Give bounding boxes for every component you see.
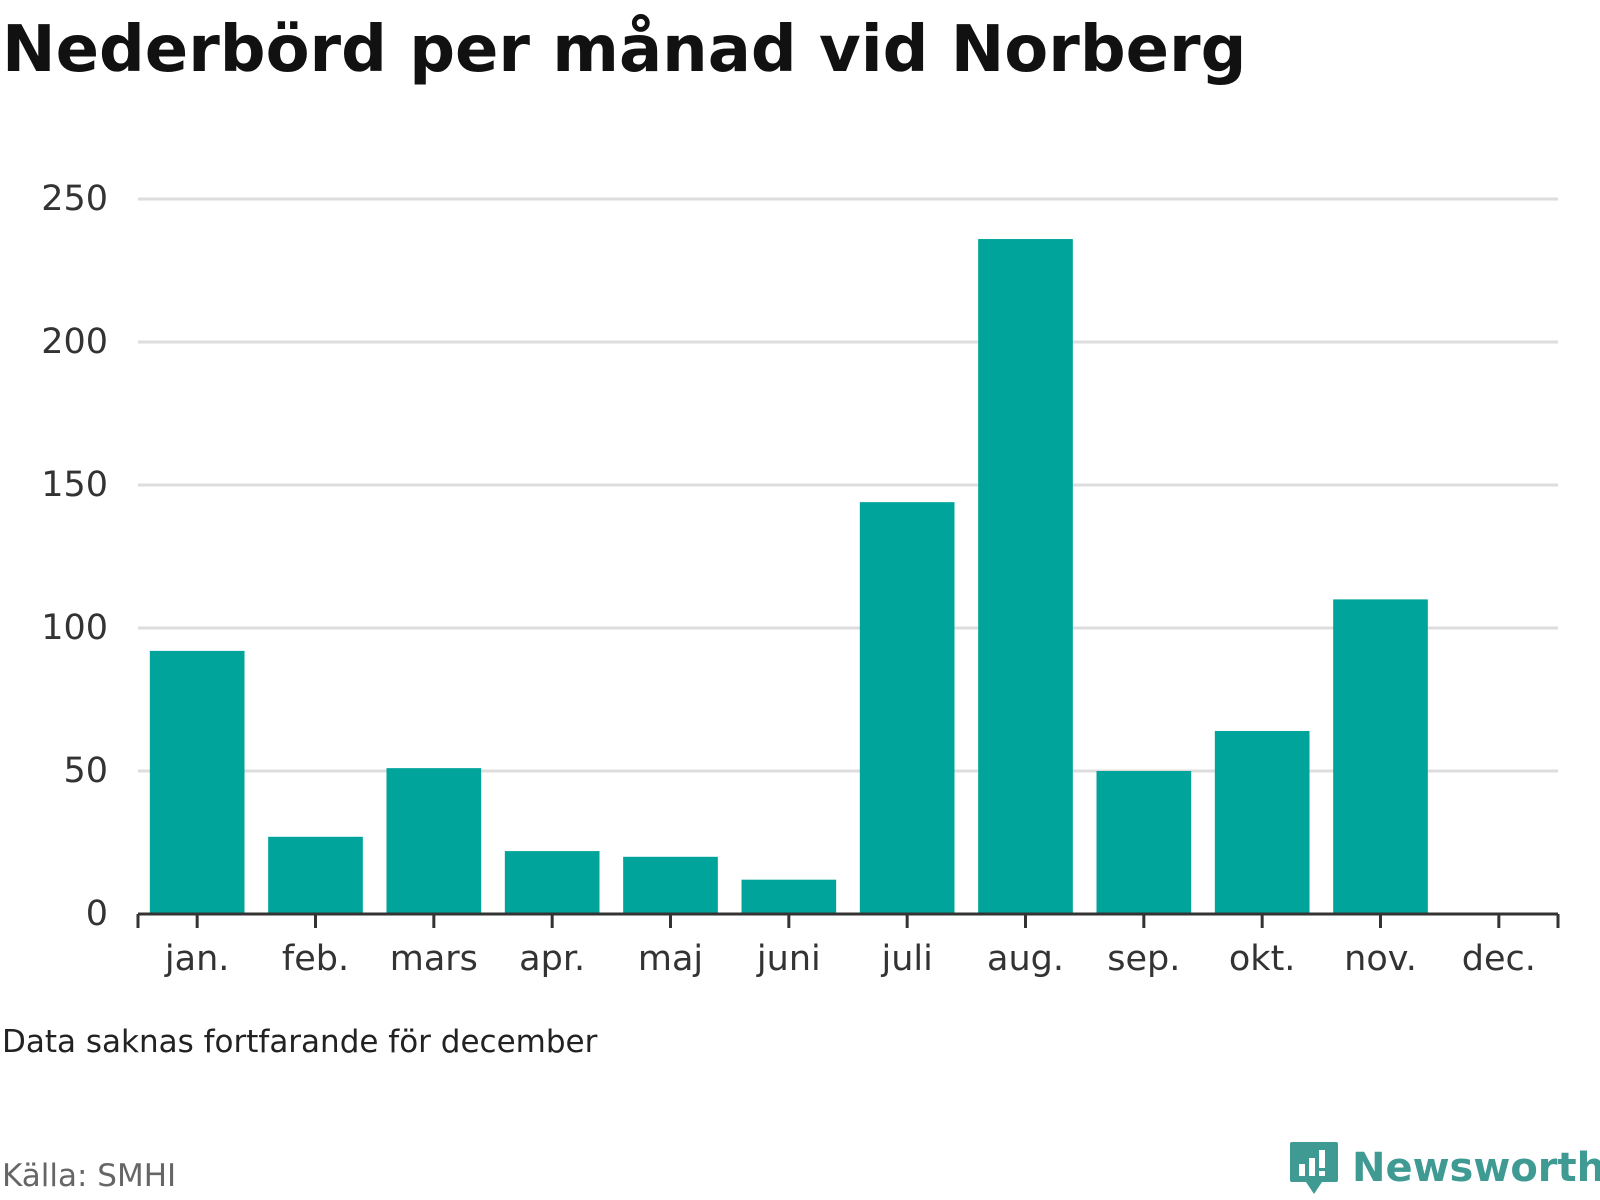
y-tick-labels: 0 50 100 150 200 250	[41, 179, 108, 934]
x-tick-label: aug.	[987, 939, 1064, 979]
x-tick-label: juni	[756, 939, 821, 979]
brand-name: Newsworthy	[1352, 1145, 1600, 1191]
x-tick-label: feb.	[282, 939, 349, 979]
x-tick-labels: jan. feb. mars apr. maj juni juli aug. sep. okt. n…	[164, 939, 1536, 979]
brand-logo[interactable]: Newsworthy	[1288, 1138, 1600, 1198]
data-note: Data saknas fortfarande för december	[2, 1024, 598, 1060]
x-tick-label: mars	[390, 939, 478, 979]
bar[interactable]	[386, 768, 482, 914]
x-tick-label: sep.	[1107, 939, 1180, 979]
bar[interactable]	[149, 650, 245, 914]
bar[interactable]	[741, 879, 837, 914]
y-tick-label: 50	[63, 751, 108, 791]
x-tick-label: apr.	[519, 939, 585, 979]
x-axis	[136, 912, 1560, 928]
bar[interactable]	[1214, 730, 1310, 914]
x-tick-label: dec.	[1462, 939, 1536, 979]
x-tick-label: okt.	[1229, 939, 1296, 979]
x-tick-label: maj	[638, 939, 703, 979]
y-tick-label: 250	[41, 179, 108, 219]
bar[interactable]	[268, 836, 363, 914]
bars	[149, 239, 1428, 915]
source-label: Källa: SMHI	[2, 1158, 177, 1194]
bar[interactable]	[1096, 771, 1192, 914]
x-tick-label: jan.	[164, 939, 229, 979]
chart-title: Nederbörd per månad vid Norberg	[2, 13, 1247, 87]
bar[interactable]	[1333, 599, 1428, 914]
gridlines	[138, 197, 1558, 773]
bar[interactable]	[859, 502, 955, 914]
x-tick-label: nov.	[1344, 939, 1417, 979]
y-tick-label: 200	[41, 322, 108, 362]
x-tick-label: juli	[880, 939, 932, 979]
bar[interactable]	[623, 856, 718, 914]
bar[interactable]	[978, 239, 1073, 915]
bar[interactable]	[504, 851, 600, 914]
y-tick-label: 0	[86, 894, 108, 934]
newsworthy-logo-icon	[1290, 1142, 1338, 1194]
y-tick-label: 100	[41, 608, 108, 648]
y-tick-label: 150	[41, 465, 108, 505]
